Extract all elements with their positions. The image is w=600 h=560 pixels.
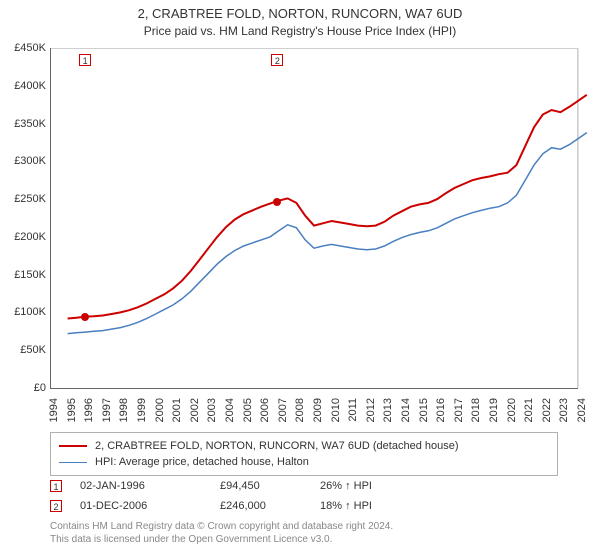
x-tick-label: 2017 [453,398,465,422]
x-tick-label: 2002 [189,398,201,422]
chart-title-main: 2, CRABTREE FOLD, NORTON, RUNCORN, WA7 6… [0,6,600,21]
data-point-date: 01-DEC-2006 [80,500,220,512]
data-point-price: £246,000 [220,500,320,512]
x-tick-label: 2014 [400,398,412,422]
y-tick-label: £300K [0,155,46,167]
legend: 2, CRABTREE FOLD, NORTON, RUNCORN, WA7 6… [50,432,558,476]
x-tick-label: 2024 [576,398,588,422]
y-tick-label: £100K [0,306,46,318]
x-tick-label: 1997 [101,398,113,422]
x-tick-label: 2007 [277,398,289,422]
legend-label-hpi: HPI: Average price, detached house, Halt… [95,456,309,468]
x-tick-label: 2018 [470,398,482,422]
y-tick-label: £50K [0,344,46,356]
x-axis-line [50,388,578,389]
grid-line-v [578,48,579,388]
footer-line-2: This data is licensed under the Open Gov… [50,533,558,546]
x-tick-label: 2015 [418,398,430,422]
x-tick-label: 2016 [435,398,447,422]
x-tick-label: 1995 [66,398,78,422]
x-tick-label: 2013 [382,398,394,422]
x-tick-label: 1994 [48,398,60,422]
x-tick-label: 2010 [330,398,342,422]
footer-attribution: Contains HM Land Registry data © Crown c… [50,520,558,546]
x-tick-label: 2020 [506,398,518,422]
x-tick-label: 2008 [294,398,306,422]
legend-label-property: 2, CRABTREE FOLD, NORTON, RUNCORN, WA7 6… [95,440,459,452]
x-tick-label: 2001 [171,398,183,422]
data-point-marker-2: 2 [50,500,62,512]
legend-item-property: 2, CRABTREE FOLD, NORTON, RUNCORN, WA7 6… [59,438,549,454]
data-point-date: 02-JAN-1996 [80,480,220,492]
y-tick-label: £150K [0,269,46,281]
x-tick-label: 1996 [83,398,95,422]
y-tick-label: £350K [0,118,46,130]
data-point-price: £94,450 [220,480,320,492]
x-tick-label: 1999 [136,398,148,422]
x-tick-label: 2021 [523,398,535,422]
x-tick-label: 2023 [558,398,570,422]
data-points-table: 1 02-JAN-1996 £94,450 26% ↑ HPI 2 01-DEC… [50,476,558,516]
y-tick-label: £0 [0,382,46,394]
chart-title-sub: Price paid vs. HM Land Registry's House … [0,24,600,38]
x-tick-label: 1998 [118,398,130,422]
data-point-marker-1: 1 [50,480,62,492]
x-tick-label: 2009 [312,398,324,422]
footer-line-1: Contains HM Land Registry data © Crown c… [50,520,558,533]
data-point-row: 2 01-DEC-2006 £246,000 18% ↑ HPI [50,496,558,516]
legend-swatch-hpi [59,462,87,463]
x-tick-label: 2000 [154,398,166,422]
data-point-row: 1 02-JAN-1996 £94,450 26% ↑ HPI [50,476,558,496]
marker-label-box: 2 [271,54,283,66]
x-tick-label: 2019 [488,398,500,422]
chart-lines [50,48,578,388]
y-tick-label: £250K [0,193,46,205]
legend-swatch-property [59,445,87,447]
y-tick-label: £400K [0,80,46,92]
chart-container: 2, CRABTREE FOLD, NORTON, RUNCORN, WA7 6… [0,0,600,560]
data-point-pct: 18% ↑ HPI [320,500,440,512]
x-tick-label: 2005 [242,398,254,422]
marker-label-box: 1 [79,54,91,66]
data-point-pct: 26% ↑ HPI [320,480,440,492]
x-tick-label: 2004 [224,398,236,422]
marker-dot [273,198,281,206]
x-tick-label: 2011 [347,398,359,422]
x-tick-label: 2003 [206,398,218,422]
x-tick-label: 2022 [541,398,553,422]
legend-item-hpi: HPI: Average price, detached house, Halt… [59,454,549,470]
x-tick-label: 2012 [365,398,377,422]
y-tick-label: £200K [0,231,46,243]
y-tick-label: £450K [0,42,46,54]
line-property [68,95,587,319]
marker-dot [81,313,89,321]
x-tick-label: 2006 [259,398,271,422]
